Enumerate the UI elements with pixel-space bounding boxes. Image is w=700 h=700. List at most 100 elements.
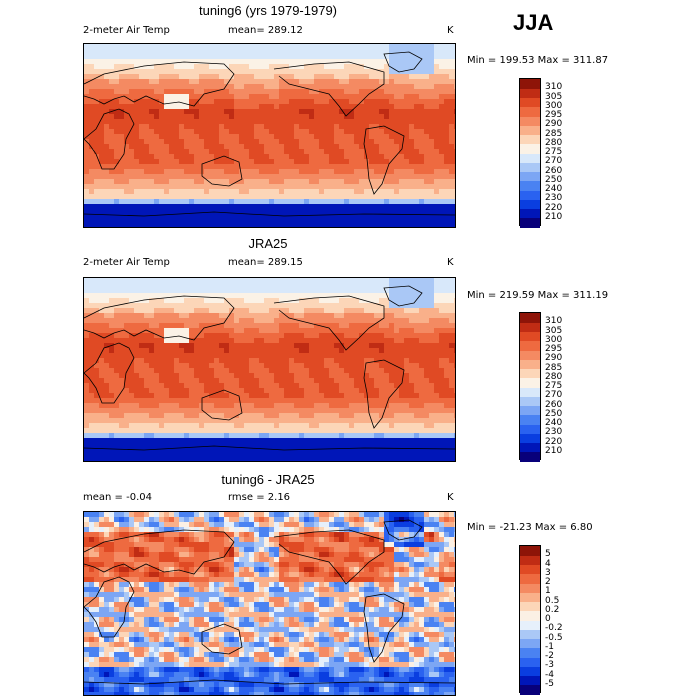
map-cell	[409, 79, 415, 85]
map-cell	[349, 179, 355, 185]
map-cell	[309, 129, 315, 135]
map-cell	[344, 174, 350, 180]
map-cell	[94, 99, 100, 105]
map-cell	[104, 323, 110, 329]
map-cell	[299, 219, 305, 225]
map-cell	[339, 338, 345, 344]
map-cell	[329, 283, 335, 289]
map-cell	[289, 74, 295, 80]
colorbar-tick-label: 310	[545, 82, 563, 93]
map-cell	[194, 318, 200, 324]
map-cell	[364, 199, 370, 205]
map-cell	[179, 119, 185, 125]
map-cell	[114, 179, 120, 185]
map-cell	[129, 224, 135, 227]
map-cell	[209, 388, 215, 394]
map-cell	[234, 388, 240, 394]
map-cell	[84, 64, 90, 70]
map-cell	[229, 139, 235, 145]
map-cell	[404, 194, 410, 200]
map-cell	[144, 214, 150, 220]
map-cell	[449, 278, 455, 284]
map-cell	[124, 49, 130, 55]
map-cell	[219, 343, 225, 349]
map-cell	[154, 124, 160, 130]
map-cell	[229, 383, 235, 389]
map-cell	[414, 114, 420, 120]
map-cell	[334, 408, 340, 414]
map-cell	[389, 318, 395, 324]
map-cell	[289, 333, 295, 339]
map-cell	[174, 224, 180, 227]
map-cell	[394, 288, 400, 294]
map-cell	[159, 303, 165, 309]
map-cell	[399, 109, 405, 115]
map-cell	[394, 174, 400, 180]
map-cell	[369, 408, 375, 414]
map-cell	[234, 403, 240, 409]
map-cell	[444, 328, 450, 334]
map-cell	[304, 343, 310, 349]
map-cell	[389, 328, 395, 334]
map-cell	[424, 393, 430, 399]
map-cell	[224, 69, 230, 75]
map-cell	[144, 343, 150, 349]
map-cell	[324, 79, 330, 85]
map-cell	[309, 54, 315, 60]
map-cell	[409, 124, 415, 130]
map-cell	[349, 119, 355, 125]
map-cell	[114, 54, 120, 60]
map-cell	[439, 403, 445, 409]
map-cell	[174, 378, 180, 384]
map-cell	[94, 358, 100, 364]
map-cell	[149, 338, 155, 344]
map-cell	[339, 403, 345, 409]
map-cell	[89, 288, 95, 294]
map-cell	[249, 199, 255, 205]
map-cell	[394, 64, 400, 70]
map-cell	[389, 169, 395, 175]
map-cell	[194, 313, 200, 319]
map-cell	[399, 413, 405, 419]
map-cell	[159, 164, 165, 170]
map-cell	[89, 214, 95, 220]
map-cell	[154, 403, 160, 409]
map-cell	[299, 109, 305, 115]
map-cell	[129, 393, 135, 399]
map-cell	[349, 159, 355, 165]
map-cell	[304, 204, 310, 210]
map-cell	[339, 303, 345, 309]
map-cell	[209, 104, 215, 110]
map-cell	[274, 84, 280, 90]
map-cell	[214, 164, 220, 170]
map-cell	[124, 194, 130, 200]
map-cell	[304, 159, 310, 165]
map-cell	[129, 164, 135, 170]
map-cell	[269, 174, 275, 180]
map-cell	[359, 303, 365, 309]
map-cell	[289, 383, 295, 389]
map-cell	[299, 348, 305, 354]
map-cell	[149, 74, 155, 80]
map-cell	[304, 308, 310, 314]
map-cell	[384, 209, 390, 215]
map-cell	[124, 94, 130, 100]
map-cell	[394, 104, 400, 110]
map-cell	[119, 44, 125, 50]
map-cell	[209, 69, 215, 75]
map-cell	[194, 164, 200, 170]
map-cell	[229, 363, 235, 369]
map-cell	[84, 154, 90, 160]
map-cell	[229, 159, 235, 165]
map-cell	[439, 119, 445, 125]
map-cell	[329, 74, 335, 80]
map-cell	[169, 44, 175, 50]
map-cell	[399, 393, 405, 399]
map-cell	[269, 368, 275, 374]
map-cell	[104, 44, 110, 50]
map-cell	[364, 184, 370, 190]
map-cell	[344, 398, 350, 404]
map-cell	[329, 214, 335, 220]
map-cell	[354, 194, 360, 200]
map-cell	[429, 288, 435, 294]
